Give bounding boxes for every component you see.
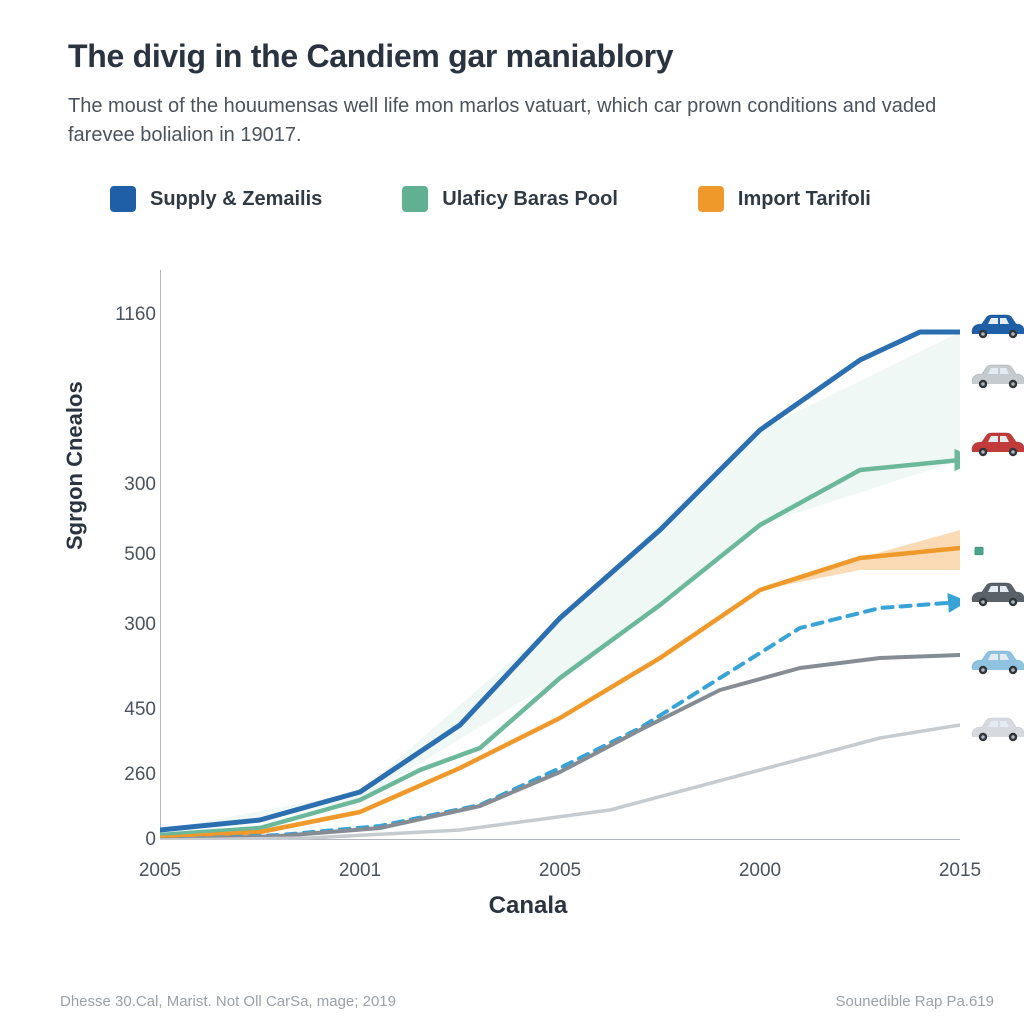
x-tick: 2000	[730, 860, 790, 882]
plot-region	[160, 270, 960, 840]
chart-svg	[160, 270, 960, 840]
footer-source: Dhesse 30.Cal, Marist. Not Oll CarSa, ma…	[60, 993, 396, 1010]
car-blue-icon	[968, 312, 1024, 340]
y-tick: 450	[108, 699, 156, 721]
legend-item-import: Import Tarifoli	[698, 186, 871, 212]
legend-item-supply: Supply & Zemailis	[110, 186, 322, 212]
y-tick: 1160	[108, 304, 156, 326]
car-red-icon	[968, 430, 1024, 458]
y-tick: 260	[108, 764, 156, 786]
x-tick: 2015	[930, 860, 990, 882]
car-lightblue-icon	[968, 648, 1024, 676]
y-tick: 500	[108, 544, 156, 566]
legend-swatch	[110, 186, 136, 212]
legend-label: Import Tarifoli	[738, 188, 871, 211]
legend-label: Supply & Zemailis	[150, 188, 322, 211]
legend: Supply & Zemailis Ulaficy Baras Pool Imp…	[110, 186, 871, 212]
car-darkgrey-icon	[968, 580, 1024, 608]
y-tick: 300	[108, 474, 156, 496]
y-axis-label: Sgrgon Cnealos	[62, 381, 88, 550]
page-subtitle: The moust of the houumensas well life mo…	[68, 92, 968, 150]
footer-credit: Sounedible Rap Pa.619	[836, 993, 994, 1010]
car-teal-box-icon	[968, 540, 1024, 568]
x-tick: 2005	[530, 860, 590, 882]
legend-label: Ulaficy Baras Pool	[442, 188, 618, 211]
y-tick: 0	[108, 829, 156, 851]
car-silver-icon	[968, 362, 1024, 390]
legend-swatch	[402, 186, 428, 212]
page-root: The divig in the Candiem gar maniablory …	[0, 0, 1024, 1024]
car-ghost-icon	[968, 715, 1024, 743]
chart-area: Sgrgon Cnealos 02604503005003001160 2005…	[68, 250, 988, 900]
legend-swatch	[698, 186, 724, 212]
page-title: The divig in the Candiem gar maniablory	[68, 38, 673, 75]
x-tick: 2001	[330, 860, 390, 882]
x-tick: 2005	[130, 860, 190, 882]
x-axis-label: Canala	[68, 892, 988, 920]
legend-item-ulaficy: Ulaficy Baras Pool	[402, 186, 618, 212]
y-tick: 300	[108, 614, 156, 636]
